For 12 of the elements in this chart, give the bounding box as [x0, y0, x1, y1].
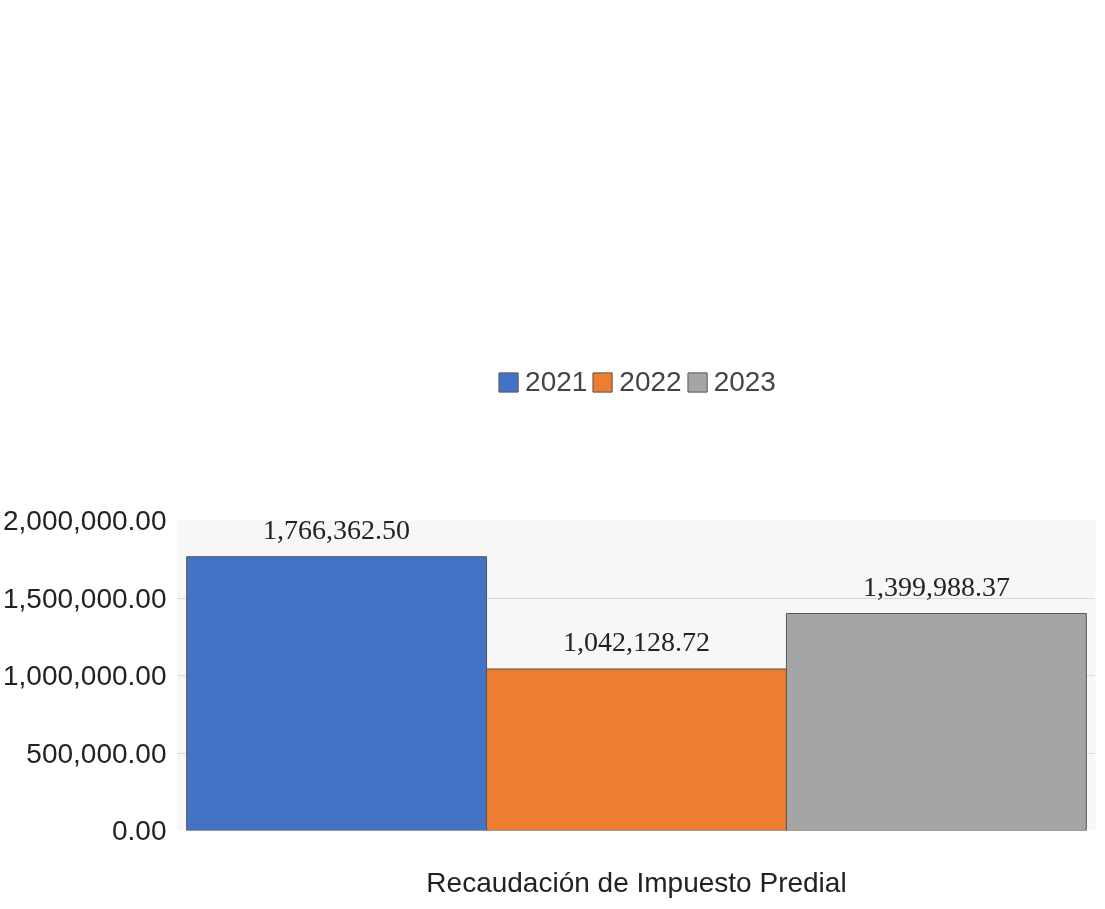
data-label: 1,399,988.37	[862, 570, 1010, 602]
x-tick-label: Recaudación de Impuesto Predial	[426, 866, 847, 898]
y-tick-label: 0.00	[112, 815, 167, 846]
legend-label: 2022	[619, 366, 682, 398]
legend-label: 2021	[525, 366, 588, 398]
y-tick-label: 500,000.00	[26, 737, 167, 769]
data-label: 1,766,362.50	[263, 513, 411, 545]
y-tick-label: 1,500,000.00	[3, 582, 167, 614]
y-tick-label: 1,000,000.00	[3, 660, 167, 691]
data-label: 1,042,128.72	[563, 625, 710, 657]
y-tick-label: 2,000,000.00	[3, 505, 167, 536]
legend-label: 2023	[713, 366, 776, 398]
